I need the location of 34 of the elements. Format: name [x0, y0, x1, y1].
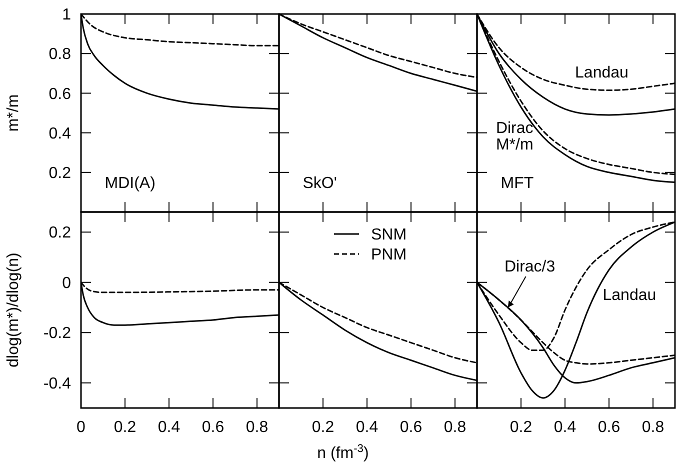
y-tick-label: 0.4: [48, 125, 72, 142]
x-tick-label: 0.4: [356, 419, 378, 436]
y-axis-title: dlog(m*)/dlog(n): [5, 252, 22, 368]
y-tick-label: 0.2: [48, 165, 72, 182]
x-tick-label: 0.6: [598, 419, 620, 436]
x-tick-label: 0.8: [246, 419, 268, 436]
x-tick-label: 0.6: [202, 419, 224, 436]
annotation: MDI(A): [104, 175, 156, 192]
x-axis-title: n (fm$^{-3}$): [317, 443, 369, 462]
x-tick-label: 0.2: [510, 419, 532, 436]
annotation: MFT: [500, 175, 534, 192]
x-tick-label: 0: [76, 419, 86, 436]
x-tick-label: 0.8: [444, 419, 466, 436]
x-tick-label: 0.4: [158, 419, 180, 436]
annotation: Landau: [602, 287, 656, 304]
legend-label: SNM: [371, 226, 407, 244]
y-tick-label: -0.2: [43, 325, 72, 342]
y-axis-title: m*/m: [5, 94, 22, 132]
annotation: Dirac/3: [504, 258, 556, 276]
y-tick-label: 0.2: [48, 224, 72, 242]
y-tick-label: 0: [62, 274, 72, 292]
y-tick-label: 0.6: [48, 86, 72, 103]
annotation: SkO': [302, 175, 337, 192]
y-tick-label: 1: [62, 6, 72, 24]
y-tick-label: 0.8: [48, 46, 72, 64]
x-tick-label: 0.2: [312, 419, 334, 436]
annotation: Dirac M*/m: [496, 120, 534, 154]
x-tick-label: 0.4: [554, 419, 576, 436]
y-tick-label: -0.4: [43, 375, 72, 392]
x-tick-label: 0.8: [642, 419, 664, 436]
x-tick-label: 0.2: [114, 419, 136, 436]
annotation: Landau: [575, 64, 628, 82]
legend-label: PNM: [371, 246, 407, 264]
x-tick-label: 0.6: [400, 419, 422, 436]
